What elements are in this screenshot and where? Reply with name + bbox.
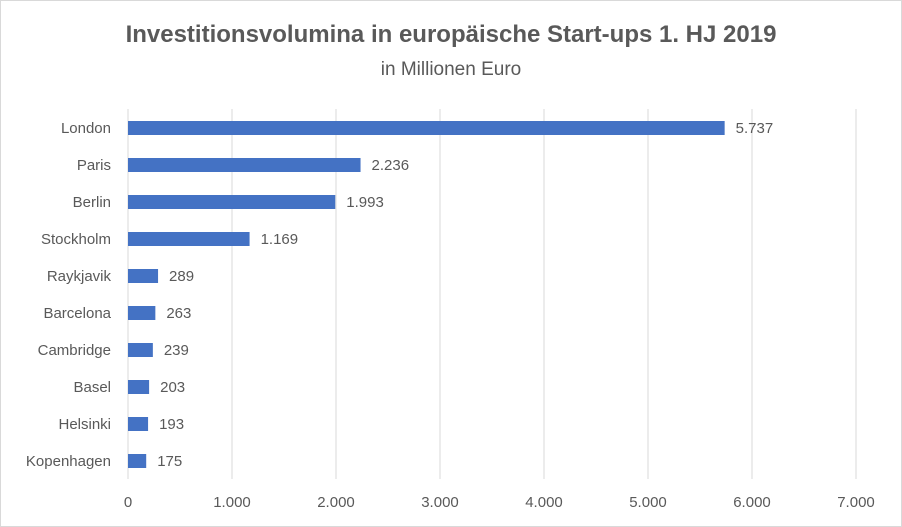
x-tick-label-2: 2.000: [317, 494, 355, 511]
data-label-6: 239: [164, 342, 189, 359]
bar-0: [128, 121, 725, 135]
data-label-2: 1.993: [346, 194, 384, 211]
bar-9: [128, 454, 147, 468]
data-label-5: 263: [166, 305, 191, 322]
bar-1: [128, 158, 361, 172]
data-label-0: 5.737: [736, 120, 774, 137]
data-label-7: 203: [160, 379, 185, 396]
x-tick-label-5: 5.000: [629, 494, 667, 511]
category-label-4: Raykjavik: [47, 268, 112, 285]
category-label-6: Cambridge: [38, 342, 111, 359]
bar-3: [128, 232, 250, 246]
data-label-3: 1.169: [261, 231, 299, 248]
x-tick-label-6: 6.000: [733, 494, 771, 511]
data-label-8: 193: [159, 416, 184, 433]
x-tick-label-1: 1.000: [213, 494, 251, 511]
bars: [128, 121, 725, 468]
category-label-0: London: [61, 120, 111, 137]
category-label-7: Basel: [73, 379, 111, 396]
category-label-2: Berlin: [73, 194, 111, 211]
bar-8: [128, 417, 149, 431]
category-label-8: Helsinki: [58, 416, 111, 433]
chart-title: Investitionsvolumina in europäische Star…: [125, 21, 777, 48]
bar-5: [128, 306, 156, 320]
category-label-5: Barcelona: [43, 305, 111, 322]
x-tick-label-0: 0: [124, 494, 132, 511]
data-label-1: 2.236: [372, 157, 410, 174]
x-tick-label-3: 3.000: [421, 494, 459, 511]
category-label-9: Kopenhagen: [26, 453, 111, 470]
bar-6: [128, 343, 153, 357]
bar-4: [128, 269, 159, 283]
x-tick-label-7: 7.000: [837, 494, 875, 511]
chart-subtitle: in Millionen Euro: [380, 59, 522, 80]
x-tick-label-4: 4.000: [525, 494, 563, 511]
bar-2: [128, 195, 336, 209]
data-label-4: 289: [169, 268, 194, 285]
data-label-9: 175: [157, 453, 182, 470]
category-label-1: Paris: [77, 157, 111, 174]
labels: 0 1.000 2.000 3.000 4.000 5.000 6.000 7.000 Lond…: [26, 120, 875, 511]
bar-7: [128, 380, 150, 394]
category-label-3: Stockholm: [41, 231, 111, 248]
